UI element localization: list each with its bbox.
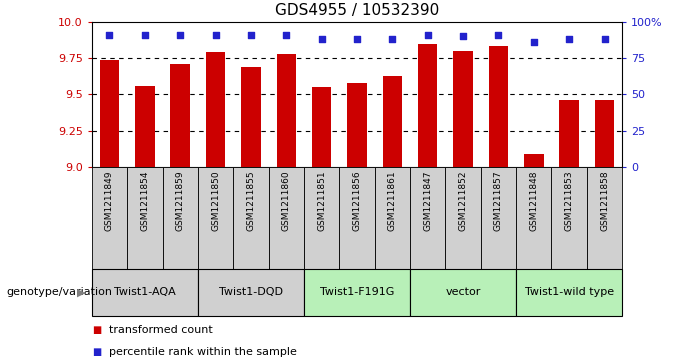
Text: Twist1-wild type: Twist1-wild type — [524, 287, 614, 297]
Bar — [198, 269, 304, 316]
Bar — [410, 269, 516, 316]
Point — [245, 32, 256, 38]
Text: ■: ■ — [92, 347, 101, 357]
Bar — [241, 67, 260, 167]
Bar — [418, 44, 437, 167]
Text: GSM1211852: GSM1211852 — [458, 170, 468, 231]
Point — [352, 36, 362, 42]
Bar — [383, 76, 402, 167]
Point — [387, 36, 398, 42]
Title: GDS4955 / 10532390: GDS4955 / 10532390 — [275, 3, 439, 18]
Bar — [551, 167, 587, 269]
Bar — [560, 100, 579, 167]
Bar — [304, 269, 410, 316]
Point — [564, 36, 575, 42]
Text: GSM1211851: GSM1211851 — [317, 170, 326, 231]
Point — [281, 32, 292, 38]
Bar — [135, 86, 154, 167]
Bar — [339, 167, 375, 269]
Text: GSM1211854: GSM1211854 — [140, 170, 150, 231]
Text: GSM1211861: GSM1211861 — [388, 170, 397, 231]
Bar — [269, 167, 304, 269]
Point — [422, 32, 433, 38]
Point — [493, 32, 504, 38]
Bar — [92, 167, 127, 269]
Text: GSM1211856: GSM1211856 — [352, 170, 362, 231]
Bar — [171, 64, 190, 167]
Bar — [375, 167, 410, 269]
Text: genotype/variation: genotype/variation — [7, 287, 113, 297]
Text: ▶: ▶ — [76, 287, 85, 297]
Text: ■: ■ — [92, 325, 101, 335]
Bar — [595, 100, 614, 167]
Point — [210, 32, 221, 38]
Bar — [312, 87, 331, 167]
Bar — [587, 167, 622, 269]
Bar — [347, 83, 367, 167]
Point — [528, 39, 539, 45]
Text: Twist1-DQD: Twist1-DQD — [219, 287, 283, 297]
Point — [104, 32, 115, 38]
Bar — [410, 167, 445, 269]
Bar — [233, 167, 269, 269]
Bar — [489, 46, 508, 167]
Text: GSM1211850: GSM1211850 — [211, 170, 220, 231]
Bar — [206, 52, 225, 167]
Point — [316, 36, 327, 42]
Text: GSM1211859: GSM1211859 — [175, 170, 185, 231]
Bar — [516, 269, 622, 316]
Text: vector: vector — [445, 287, 481, 297]
Text: GSM1211858: GSM1211858 — [600, 170, 609, 231]
Text: GSM1211853: GSM1211853 — [564, 170, 574, 231]
Point — [175, 32, 186, 38]
Text: GSM1211857: GSM1211857 — [494, 170, 503, 231]
Text: GSM1211849: GSM1211849 — [105, 170, 114, 231]
Bar — [277, 54, 296, 167]
Text: Twist1-F191G: Twist1-F191G — [320, 287, 394, 297]
Bar — [198, 167, 233, 269]
Bar — [127, 167, 163, 269]
Bar — [163, 167, 198, 269]
Bar — [454, 51, 473, 167]
Text: percentile rank within the sample: percentile rank within the sample — [109, 347, 296, 357]
Bar — [445, 167, 481, 269]
Point — [139, 32, 150, 38]
Text: GSM1211848: GSM1211848 — [529, 170, 539, 231]
Bar — [100, 60, 119, 167]
Text: transformed count: transformed count — [109, 325, 213, 335]
Bar — [304, 167, 339, 269]
Text: GSM1211855: GSM1211855 — [246, 170, 256, 231]
Text: GSM1211847: GSM1211847 — [423, 170, 432, 231]
Bar — [524, 154, 543, 167]
Bar — [92, 269, 198, 316]
Point — [458, 33, 469, 39]
Point — [599, 36, 610, 42]
Text: GSM1211860: GSM1211860 — [282, 170, 291, 231]
Text: Twist1-AQA: Twist1-AQA — [114, 287, 175, 297]
Bar — [516, 167, 551, 269]
Bar — [481, 167, 516, 269]
